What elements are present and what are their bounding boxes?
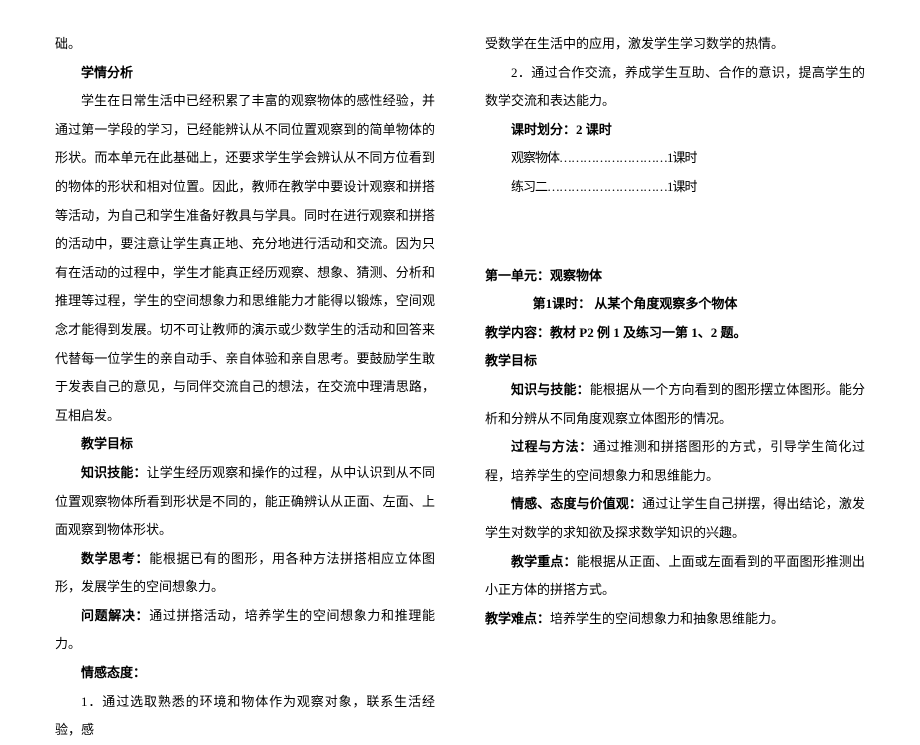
paragraph-content: 教学内容：教材 P2 例 1 及练习一第 1、2 题。 xyxy=(485,319,865,348)
schedule-item-1: 观察物体………………………1课时 xyxy=(485,144,865,173)
label-knowledge-2: 知识与技能： xyxy=(511,382,590,397)
paragraph-emotion-2: 2．通过合作交流，养成学生互助、合作的意识，提高学生的数学交流和表达能力。 xyxy=(485,59,865,116)
paragraph-emotion-1: 1．通过选取熟悉的环境和物体作为观察对象，联系生活经验，感 xyxy=(55,688,435,745)
section-title-objectives-2: 教学目标 xyxy=(485,347,865,376)
spacer xyxy=(485,202,865,262)
label-values: 情感、态度与价值观： xyxy=(511,496,642,511)
label-knowledge: 知识技能： xyxy=(81,465,147,480)
section-title-emotion: 情感态度： xyxy=(55,659,435,688)
paragraph-difficulty: 教学难点：培养学生的空间想象力和抽象思维能力。 xyxy=(485,605,865,634)
paragraph-process: 过程与方法：通过推测和拼搭图形的方式，引导学生简化过程，培养学生的空间想象力和思… xyxy=(485,433,865,490)
text-content: 教材 P2 例 1 及练习一第 1、2 题。 xyxy=(550,325,746,340)
paragraph-thinking: 数学思考：能根据已有的图形，用各种方法拼搭相应立体图形，发展学生的空间想象力。 xyxy=(55,545,435,602)
unit-title: 第一单元：观察物体 xyxy=(485,262,865,291)
paragraph-values: 情感、态度与价值观：通过让学生自己拼摆，得出结论，激发学生对数学的求知欲及探求数… xyxy=(485,490,865,547)
section-title-schedule: 课时划分：2 课时 xyxy=(485,116,865,145)
left-column: 础。 学情分析 学生在日常生活中已经积累了丰富的观察物体的感性经验，并通过第一学… xyxy=(40,30,460,621)
right-column: 受数学在生活中的应用，激发学生学习数学的热情。 2．通过合作交流，养成学生互助、… xyxy=(460,30,880,621)
paragraph-continuation: 础。 xyxy=(55,30,435,59)
paragraph-knowledge: 知识技能：让学生经历观察和操作的过程，从中认识到从不同位置观察物体所看到形状是不… xyxy=(55,459,435,545)
section-title-objectives: 教学目标 xyxy=(55,430,435,459)
label-process: 过程与方法： xyxy=(511,439,593,454)
lesson-title: 第1课时： 从某个角度观察多个物体 xyxy=(485,290,865,319)
label-focus: 教学重点： xyxy=(511,554,577,569)
paragraph-analysis: 学生在日常生活中已经积累了丰富的观察物体的感性经验，并通过第一学段的学习，已经能… xyxy=(55,87,435,430)
paragraph-focus: 教学重点：能根据从正面、上面或左面看到的平面图形推测出小正方体的拼搭方式。 xyxy=(485,548,865,605)
paragraph-emotion-1-cont: 受数学在生活中的应用，激发学生学习数学的热情。 xyxy=(485,30,865,59)
paragraph-problem: 问题解决：通过拼搭活动，培养学生的空间想象力和推理能力。 xyxy=(55,602,435,659)
label-content: 教学内容： xyxy=(485,325,550,340)
label-thinking: 数学思考： xyxy=(81,551,149,566)
label-difficulty: 教学难点： xyxy=(485,611,550,626)
text-difficulty: 培养学生的空间想象力和抽象思维能力。 xyxy=(550,611,784,626)
label-problem: 问题解决： xyxy=(81,608,149,623)
paragraph-knowledge-2: 知识与技能：能根据从一个方向看到的图形摆立体图形。能分析和分辨从不同角度观察立体… xyxy=(485,376,865,433)
section-title-analysis: 学情分析 xyxy=(55,59,435,88)
schedule-item-2: 练习二…………………………1课时 xyxy=(485,173,865,202)
